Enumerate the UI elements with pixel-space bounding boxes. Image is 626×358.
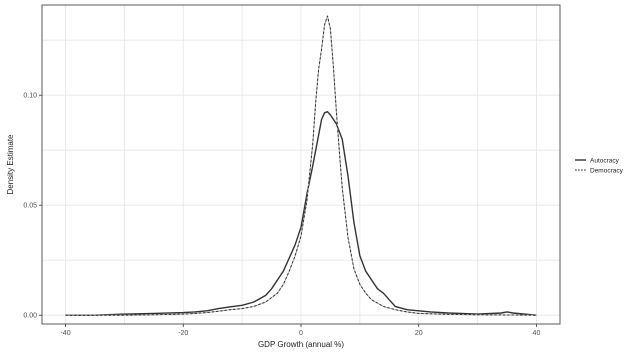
x-tick-label: -40 <box>60 330 70 337</box>
x-axis: -40 -20 0 20 40 <box>60 324 540 337</box>
x-tick-label: 40 <box>533 330 541 337</box>
democracy-legend-label: Democracy <box>590 167 624 174</box>
autocracy-density-line <box>65 111 537 316</box>
legend: Autocracy Democracy <box>575 157 624 174</box>
y-tick-label: 0.10 <box>23 93 37 100</box>
autocracy-legend-label: Autocracy <box>590 157 620 164</box>
x-axis-title: GDP Growth (annual %) <box>258 340 344 349</box>
x-tick-label: 20 <box>415 330 423 337</box>
y-axis: 0.00 0.05 0.10 <box>23 93 42 320</box>
y-tick-label: 0.00 <box>23 313 37 320</box>
y-axis-title: Density Estimate <box>6 134 15 195</box>
y-tick-label: 0.05 <box>23 203 37 210</box>
x-tick-label: 0 <box>299 330 303 337</box>
grid-layer <box>42 5 560 324</box>
series-layer <box>65 15 537 316</box>
democracy-density-line <box>65 15 537 316</box>
x-tick-label: -20 <box>178 330 188 337</box>
